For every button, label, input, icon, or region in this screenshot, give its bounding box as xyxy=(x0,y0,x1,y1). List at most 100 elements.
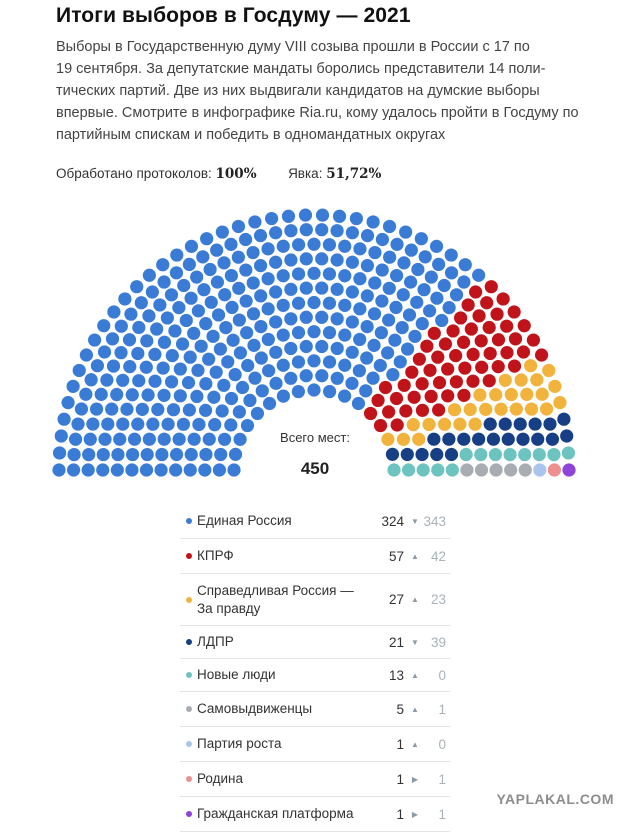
seat-dot xyxy=(360,289,374,303)
seat-dot xyxy=(199,317,213,331)
seat-dot xyxy=(215,404,229,418)
seat-dot xyxy=(330,282,344,296)
legend-seats-value: 1 xyxy=(396,806,404,822)
seat-dot xyxy=(97,319,111,333)
seat-dot xyxy=(557,412,571,426)
protocols-value: 100% xyxy=(215,166,257,182)
seat-dot xyxy=(100,373,114,387)
seat-dot xyxy=(233,432,247,446)
seat-dot xyxy=(360,229,375,243)
seat-dot xyxy=(183,350,197,364)
seat-dot xyxy=(389,391,404,406)
seat-dot xyxy=(389,300,403,315)
seat-dot xyxy=(466,374,480,388)
seat-dot xyxy=(269,255,283,269)
seat-dot xyxy=(217,378,231,392)
seat-dot xyxy=(96,463,110,477)
watermark: YAPLAKAL.COM xyxy=(496,791,614,807)
seat-dot xyxy=(284,312,298,326)
seat-dot xyxy=(441,362,455,376)
total-seats-label: Всего мест: xyxy=(280,430,350,445)
seat-dot xyxy=(227,463,241,477)
seat-dot xyxy=(269,376,283,390)
seat-dot xyxy=(207,390,221,404)
seat-dot xyxy=(382,405,396,419)
seat-dot xyxy=(198,463,212,477)
seat-dot xyxy=(491,333,506,347)
seat-dot xyxy=(543,417,557,431)
seat-dot xyxy=(401,342,415,356)
seat-dot xyxy=(232,281,246,295)
seat-dot xyxy=(530,373,544,387)
seat-dot xyxy=(181,376,196,390)
seat-dot xyxy=(307,295,321,310)
trend-up-icon: ▲ xyxy=(411,704,419,714)
seat-dot xyxy=(264,211,279,226)
seat-dot xyxy=(494,402,508,416)
seat-dot xyxy=(261,332,275,347)
seat-dot xyxy=(547,448,561,462)
seat-dot xyxy=(235,380,250,395)
seat-dot xyxy=(373,358,387,373)
turnout-label: Явка: xyxy=(288,166,323,181)
legend-party-name: Справедливая Россия — За правду xyxy=(197,582,354,616)
seat-dot xyxy=(368,245,382,260)
seat-dot xyxy=(496,292,510,306)
seat-dot xyxy=(90,359,104,373)
seat-dot xyxy=(388,333,402,347)
seat-dot xyxy=(291,296,306,310)
seat-dot xyxy=(243,393,257,408)
seat-dot xyxy=(322,238,337,252)
seat-dot xyxy=(431,463,445,477)
stats-line: Обработано протоколов: 100% Явка: 51,72% xyxy=(56,166,381,182)
legend-seats-value: 27 xyxy=(388,592,404,607)
seat-dot xyxy=(219,320,233,335)
seat-dot xyxy=(483,346,497,361)
seat-dot xyxy=(61,396,75,410)
seat-dot xyxy=(208,418,222,432)
legend-seats-value: 324 xyxy=(381,513,404,529)
seat-dot xyxy=(427,326,441,340)
legend-color-dot xyxy=(186,639,192,645)
legend-previous-value: 1 xyxy=(438,771,446,787)
seat-dot xyxy=(94,387,108,401)
legend-color-dot xyxy=(186,553,192,559)
seat-dot xyxy=(472,309,486,323)
seat-dot xyxy=(405,365,419,379)
seat-dot xyxy=(84,373,98,387)
seat-dot xyxy=(504,463,518,477)
seat-dot xyxy=(401,463,416,477)
seat-dot xyxy=(474,447,488,462)
legend-party-name: Родина xyxy=(197,771,244,786)
seat-dot xyxy=(82,447,96,462)
seat-dot xyxy=(345,315,359,329)
seat-dot xyxy=(441,389,455,403)
seat-dot xyxy=(276,298,290,312)
legend-previous-value: 23 xyxy=(430,592,446,607)
seat-dot xyxy=(173,362,187,376)
seat-dot xyxy=(553,396,567,410)
legend-seats-value: 13 xyxy=(388,667,404,683)
seat-dot xyxy=(395,320,409,335)
seat-dot xyxy=(407,390,421,404)
seat-dot xyxy=(437,417,452,431)
seat-dot xyxy=(203,262,217,277)
seat-dot xyxy=(528,417,542,431)
legend-party-name: ЛДПР xyxy=(197,634,234,649)
seat-dot xyxy=(514,373,528,387)
seat-dot xyxy=(438,337,453,351)
seat-dot xyxy=(114,346,128,360)
seat-dot xyxy=(417,283,431,297)
seat-dot xyxy=(393,355,407,369)
seat-dot xyxy=(142,268,156,282)
seat-dot xyxy=(397,256,411,270)
seat-dot xyxy=(315,208,330,222)
seat-dot xyxy=(411,262,425,277)
seat-dot xyxy=(191,304,205,318)
seat-dot xyxy=(247,338,261,352)
seat-dot xyxy=(531,432,545,446)
seat-dot xyxy=(444,266,459,280)
seat-dot xyxy=(224,418,238,432)
legend-row: Гражданская платформа 1 ▶ 1 xyxy=(180,797,450,832)
seat-dot xyxy=(431,350,445,364)
